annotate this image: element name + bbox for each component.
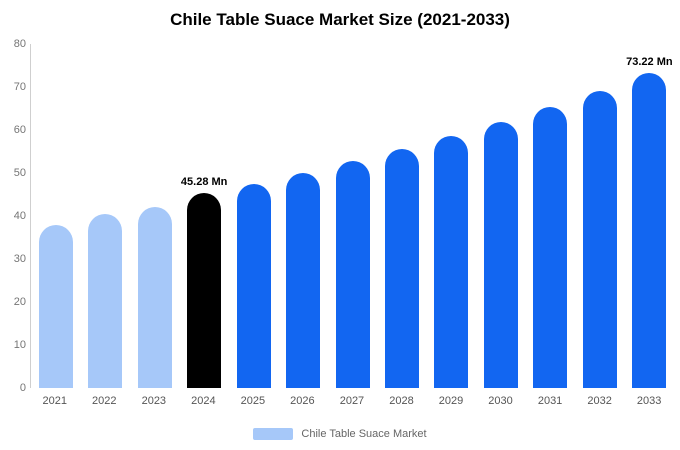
x-tick-label-2027: 2027 (339, 395, 365, 407)
bars-container: 45.28 Mn 73.22 Mn (31, 44, 674, 388)
bar-2030 (483, 122, 518, 388)
y-tick-label-80: 80 (13, 38, 26, 50)
legend: Chile Table Suace Market (0, 428, 680, 440)
x-tick-label-2026: 2026 (290, 395, 315, 407)
y-tick-label-70: 70 (13, 81, 26, 93)
chart-wrap: 45.28 Mn 73.22 Mn 0 10 20 30 40 50 60 70 80 2021 2… (14, 38, 674, 407)
x-tick-label-2031: 2031 (537, 395, 563, 407)
x-tick-label-2021: 2021 (42, 395, 67, 407)
bar-column-2024: 45.28 Mn (179, 44, 228, 388)
x-tick-label-2028: 2028 (389, 395, 414, 407)
bar-2033 (632, 73, 667, 388)
x-tick-label-2023: 2023 (141, 395, 167, 407)
bar-2032 (582, 90, 617, 388)
y-tick-label-50: 50 (13, 167, 26, 179)
bar-column-2021 (31, 44, 80, 388)
y-tick-label-30: 30 (13, 253, 26, 265)
bar-2026 (286, 173, 321, 388)
y-tick-label-60: 60 (13, 124, 26, 136)
bar-column-2022 (80, 44, 129, 388)
x-tick-label-2024: 2024 (191, 395, 216, 407)
bar-2031 (533, 106, 568, 388)
bar-column-2025 (229, 44, 278, 388)
bar-2028 (385, 149, 420, 388)
bar-column-2031 (526, 44, 575, 388)
bar-value-label-2033: 73.22 Mn (626, 56, 673, 69)
bar-value-label-2024: 45.28 Mn (180, 176, 228, 189)
y-tick-label-40: 40 (13, 210, 26, 222)
bar-column-2027 (328, 44, 377, 388)
x-tick-label-2030: 2030 (488, 395, 513, 407)
bar-2023 (137, 206, 172, 388)
bar-column-2033: 73.22 Mn (625, 44, 674, 388)
y-tick-label-0: 0 (19, 382, 26, 394)
bar-column-2029 (427, 44, 476, 388)
plot-area: 45.28 Mn 73.22 Mn 0 10 20 30 40 50 60 70 80 (14, 38, 674, 394)
y-tick-label-20: 20 (13, 296, 26, 308)
x-tick-label-2033: 2033 (636, 395, 662, 407)
x-tick-label-2029: 2029 (438, 395, 464, 407)
y-tick-label-10: 10 (13, 339, 26, 351)
legend-label: Chile Table Suace Market (301, 428, 427, 440)
bar-column-2028 (377, 44, 426, 388)
x-tick-label-2032: 2032 (587, 395, 612, 407)
bar-column-2032 (575, 44, 624, 388)
x-tick-label-2025: 2025 (240, 395, 266, 407)
bar-2027 (335, 160, 370, 388)
legend-swatch (253, 428, 294, 440)
x-tick-label-2022: 2022 (92, 395, 117, 407)
bar-2029 (434, 136, 469, 388)
bar-2021 (38, 225, 73, 388)
bar-2022 (88, 214, 123, 388)
chart-title: Chile Table Suace Market Size (2021-2033… (170, 10, 510, 29)
x-axis-labels: 2021 2022 2023 2024 2025 2026 2027 2028 2029 2030… (30, 395, 674, 407)
bar-2024 (187, 193, 222, 388)
bar-column-2030 (476, 44, 525, 388)
bar-2025 (236, 184, 271, 388)
bar-column-2026 (278, 44, 327, 388)
bar-column-2023 (130, 44, 179, 388)
